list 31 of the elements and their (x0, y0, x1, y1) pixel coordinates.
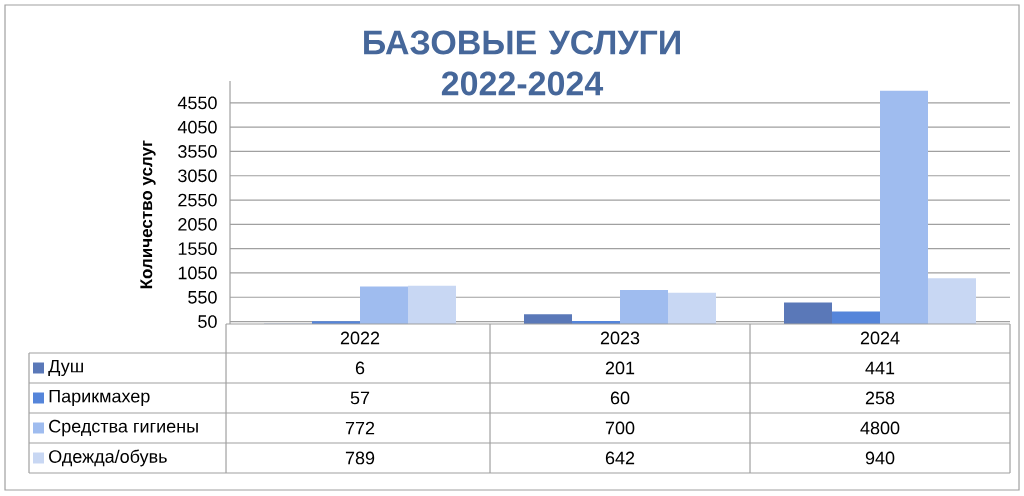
y-tick-label: 4050 (177, 120, 217, 134)
y-tick-label: 550 (188, 290, 217, 304)
y-tick-label: 2050 (178, 217, 217, 231)
data-label: 789 (345, 451, 375, 465)
x-tick-label: 2022 (340, 331, 380, 345)
y-tick-label: 3550 (178, 145, 217, 158)
y-axis-title: Количество услуг (140, 140, 156, 289)
x-tick-label: 2023 (600, 331, 640, 345)
y-tick-label: 4550 (177, 96, 217, 110)
data-label: 201 (605, 361, 635, 375)
data-label: 441 (865, 361, 895, 375)
legend-label: Душ (48, 359, 83, 377)
y-tick-label: 3050 (178, 169, 217, 183)
data-label: 60 (610, 391, 630, 405)
legend-label: Одежда/обувь (49, 449, 167, 467)
y-tick-label: 1550 (178, 242, 217, 256)
y-tick-label: 50 (198, 315, 217, 328)
data-label: 4800 (860, 421, 900, 435)
data-label: 772 (345, 421, 375, 435)
legend-label: Парикмахер (49, 389, 150, 407)
data-label: 700 (605, 421, 635, 435)
data-label: 6 (355, 361, 365, 375)
data-label: 258 (865, 391, 895, 405)
data-label: 940 (865, 451, 895, 465)
y-tick-label: 1050 (178, 266, 217, 280)
y-tick-label: 2550 (178, 193, 217, 207)
legend-label: Средства гигиены (49, 419, 198, 437)
data-label: 642 (605, 451, 635, 465)
data-label: 57 (350, 391, 370, 405)
x-tick-label: 2024 (860, 331, 900, 345)
chart-title: БАЗОВЫЕ УСЛУГИ 2022-2024 (364, 30, 680, 96)
